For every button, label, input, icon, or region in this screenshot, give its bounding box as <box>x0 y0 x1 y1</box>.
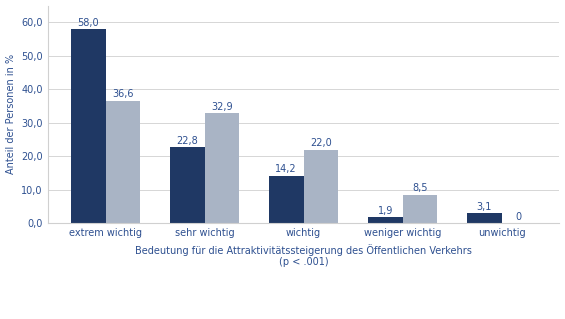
Text: 58,0: 58,0 <box>77 18 99 28</box>
Text: 8,5: 8,5 <box>412 183 428 194</box>
Text: 22,8: 22,8 <box>176 136 198 145</box>
Text: 3,1: 3,1 <box>476 202 492 211</box>
Bar <box>170 147 205 223</box>
Text: 32,9: 32,9 <box>211 102 233 112</box>
Bar <box>467 213 502 223</box>
Text: 14,2: 14,2 <box>275 164 297 174</box>
Bar <box>205 113 239 223</box>
Bar <box>269 176 303 223</box>
Text: 22,0: 22,0 <box>310 138 332 148</box>
Bar <box>402 195 437 223</box>
Bar <box>106 101 140 223</box>
Text: 0: 0 <box>516 212 522 222</box>
Text: 36,6: 36,6 <box>112 89 133 99</box>
Bar <box>368 217 402 223</box>
Y-axis label: Anteil der Personen in %: Anteil der Personen in % <box>6 54 16 174</box>
X-axis label: Bedeutung für die Attraktivitätssteigerung des Öffentlichen Verkehrs
(p < .001): Bedeutung für die Attraktivitätssteigeru… <box>135 244 472 267</box>
Text: 1,9: 1,9 <box>377 205 393 216</box>
Bar <box>303 150 338 223</box>
Bar <box>71 29 106 223</box>
